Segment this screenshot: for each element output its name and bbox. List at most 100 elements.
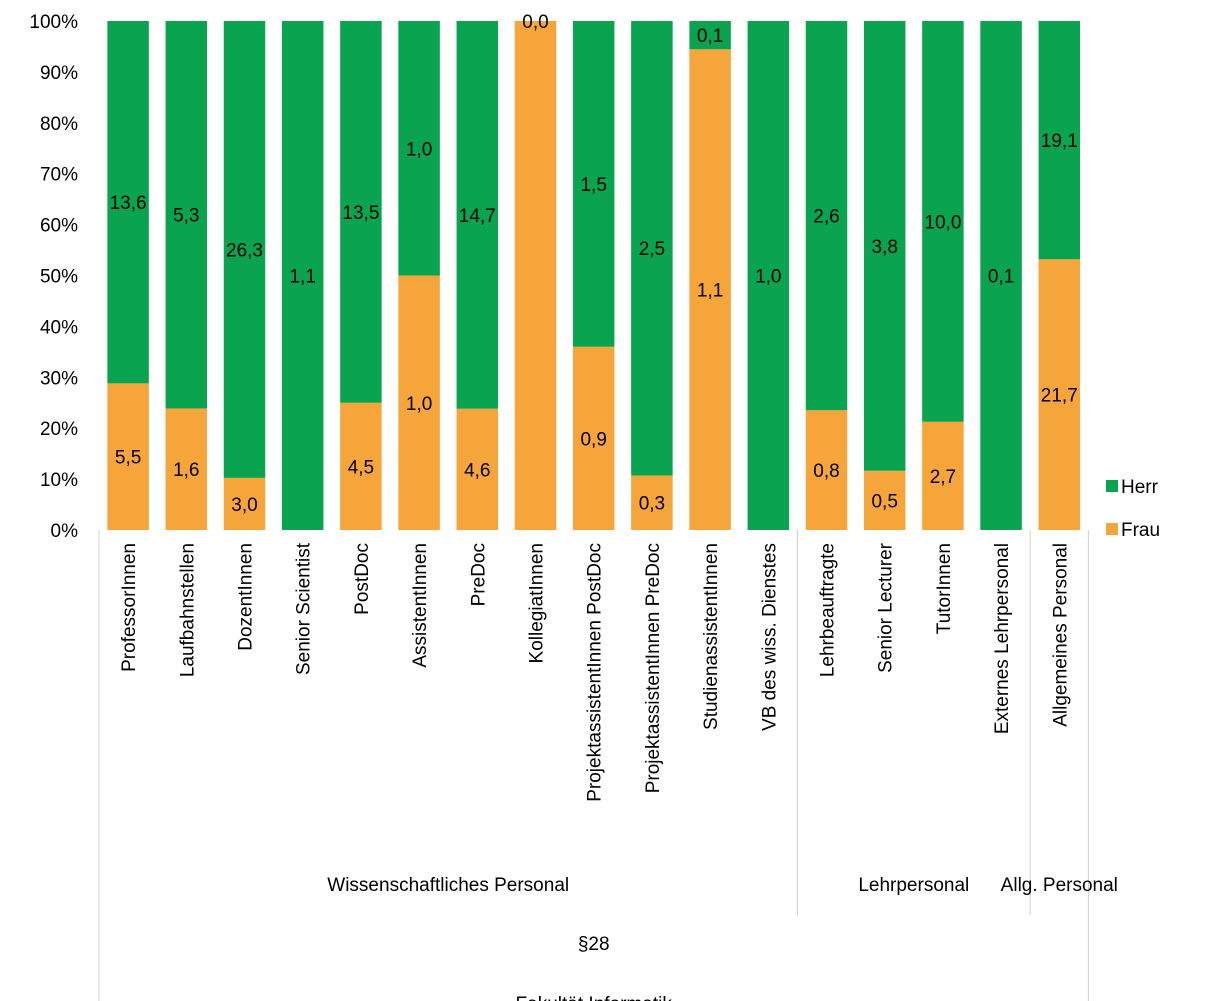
data-label-frau: 21,7	[1041, 386, 1078, 407]
category-label: Senior Scientist	[294, 542, 315, 675]
data-label-herr: 0,0	[522, 12, 548, 33]
category-label: ProfessorInnen	[119, 543, 140, 672]
y-tick-label: 0%	[51, 521, 79, 542]
y-tick-label: 80%	[40, 114, 78, 135]
bar-herr	[165, 21, 208, 409]
bar-frau	[572, 346, 615, 530]
y-axis: 0% 10% 20% 30% 40% 50% 60% 70% 80% 90% 100%	[29, 12, 78, 542]
data-label-frau: 0,9	[580, 429, 606, 450]
bar-frau	[398, 275, 440, 530]
data-label-herr: 1,1	[289, 267, 315, 288]
data-label-frau: 4,5	[348, 457, 374, 478]
category-label: DozentInnen	[236, 543, 257, 651]
category-label: Lehrbeauftragte	[818, 543, 839, 677]
data-label-herr: 2,5	[639, 239, 665, 260]
bar-herr	[922, 21, 964, 422]
data-label-frau: 1,1	[697, 281, 723, 302]
bar-herr	[1038, 21, 1081, 260]
bar-frau	[340, 402, 382, 530]
y-tick-label: 50%	[40, 267, 78, 288]
group-label: §28	[578, 934, 610, 955]
legend-swatch	[1106, 480, 1118, 492]
bar-herr	[689, 21, 731, 50]
data-label-frau: 2,7	[930, 467, 956, 488]
data-label-frau: 0,3	[639, 494, 665, 515]
legend-swatch	[1106, 523, 1118, 535]
bar-herr	[572, 21, 615, 347]
data-label-frau: 0,5	[871, 491, 897, 512]
data-label-herr: 0,1	[697, 26, 723, 47]
bar-frau	[223, 477, 266, 530]
data-label-frau: 1,0	[406, 394, 432, 415]
group-label: Fakultät Informatik	[516, 994, 673, 1001]
data-label-herr: 3,8	[871, 237, 897, 258]
y-tick-label: 20%	[40, 419, 78, 440]
y-tick-label: 60%	[40, 216, 78, 237]
bar-herr	[747, 21, 790, 530]
bar-frau	[922, 421, 964, 530]
data-label-frau: 4,6	[464, 460, 490, 481]
bar-herr	[281, 21, 324, 530]
bar-frau	[631, 475, 673, 530]
y-tick-label: 90%	[40, 63, 78, 84]
bar-herr	[980, 21, 1022, 530]
group-label: Wissenschaftliches Personal	[327, 875, 569, 896]
bar-herr	[631, 21, 673, 476]
bar-herr	[805, 21, 848, 411]
category-label: AssistentInnen	[410, 543, 431, 668]
y-tick-label: 30%	[40, 368, 78, 389]
category-label: VB des wiss. Dienstes	[759, 543, 780, 731]
bar-frau	[514, 21, 557, 530]
data-label-herr: 13,5	[342, 203, 379, 224]
data-label-frau: 3,0	[231, 495, 257, 516]
data-label-herr: 0,1	[988, 267, 1014, 288]
legend: Herr Frau	[1106, 477, 1160, 541]
category-label: TutorInnen	[934, 543, 955, 634]
data-label-frau: 1,6	[173, 460, 199, 481]
y-tick-label: 40%	[40, 317, 78, 338]
category-label: StudienassistentInnen	[701, 543, 722, 730]
bar-frau	[863, 470, 906, 530]
data-label-herr: 26,3	[226, 240, 263, 261]
category-label: Senior Lecturer	[876, 542, 897, 673]
data-label-herr: 19,1	[1041, 131, 1078, 152]
category-label: Externes Lehrpersonal	[992, 543, 1013, 734]
bar-herr	[398, 21, 440, 276]
y-tick-label: 100%	[29, 12, 78, 33]
legend-label: Herr	[1121, 477, 1159, 498]
bar-frau	[165, 408, 208, 530]
bar-frau	[805, 410, 848, 530]
category-label: PreDoc	[468, 543, 489, 606]
group-label: Lehrpersonal	[858, 875, 969, 896]
bar-herr	[223, 21, 266, 478]
y-tick-label: 70%	[40, 165, 78, 186]
category-label: Laufbahnstellen	[177, 543, 198, 677]
bar-herr	[107, 21, 149, 384]
category-label: ProjektassistentInnen PostDoc	[585, 543, 606, 802]
bar-herr	[456, 21, 499, 409]
bar-frau	[107, 383, 149, 530]
category-label: Allgemeines Personal	[1050, 543, 1071, 727]
data-label-herr: 10,0	[924, 212, 961, 233]
data-label-herr: 1,0	[406, 139, 432, 160]
bar-frau	[1038, 259, 1081, 530]
category-label: PostDoc	[352, 543, 373, 615]
data-label-herr: 1,0	[755, 267, 781, 288]
category-label: KollegiatInnen	[527, 543, 548, 663]
data-label-frau: 0,8	[813, 461, 839, 482]
data-label-herr: 2,6	[813, 207, 839, 228]
data-label-frau: 5,5	[115, 448, 141, 469]
data-label-herr: 5,3	[173, 206, 199, 227]
category-axis: ProfessorInnen Laufbahnstellen DozentInnen…	[98, 530, 1118, 1001]
bar-herr	[340, 21, 382, 403]
data-label-herr: 13,6	[110, 193, 147, 214]
bar-herr	[863, 21, 906, 471]
data-label-herr: 14,7	[459, 206, 496, 227]
bar-frau	[689, 49, 731, 530]
data-label-herr: 1,5	[580, 175, 606, 196]
plot-area: 5,5 13,6 1,6 5,3 3,0 26,3 1,1 4,5 13,5 1,0 1,0 4,6 1…	[107, 12, 1081, 530]
group-label: Allg. Personal	[1001, 875, 1118, 896]
legend-label: Frau	[1121, 520, 1160, 541]
category-label: ProjektassistentInnen PreDoc	[643, 543, 664, 793]
